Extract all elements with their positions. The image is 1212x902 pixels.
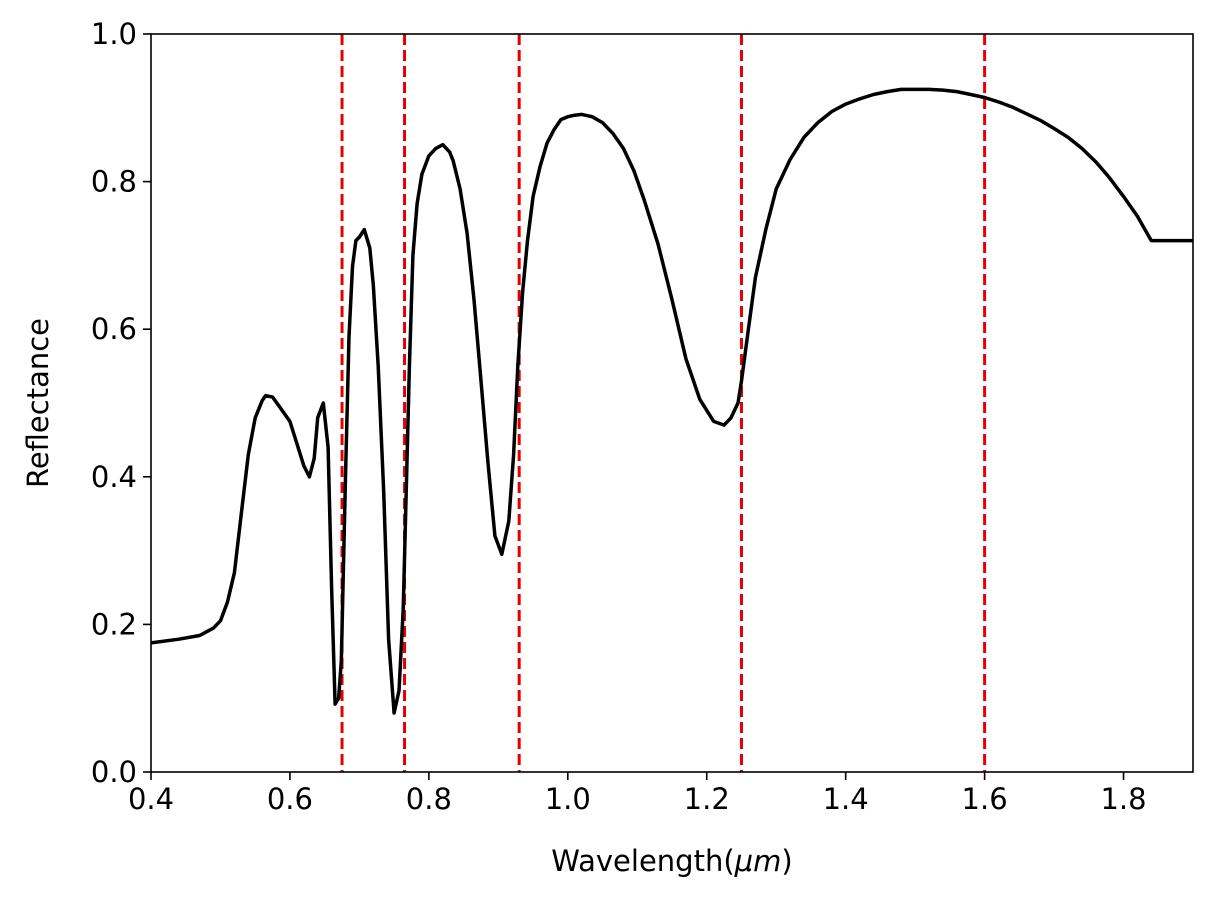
y-axis-label: Reflectance xyxy=(21,318,55,488)
x-tick-label: 1.0 xyxy=(545,782,591,816)
x-tick-label: 1.6 xyxy=(962,782,1008,816)
x-axis-label-unit: μm xyxy=(734,844,782,878)
y-tick-label: 1.0 xyxy=(91,17,137,51)
y-tick-label: 0.0 xyxy=(91,755,137,789)
x-tick-label: 1.4 xyxy=(823,782,869,816)
series-line-0 xyxy=(151,87,1193,715)
y-axis-ticks: 0.0 0.2 0.4 0.6 0.8 1.0 xyxy=(91,17,151,789)
plot-frame xyxy=(150,33,1194,773)
x-axis-ticks: 0.4 0.6 0.8 1.0 1.2 1.4 1.6 1.8 xyxy=(128,772,1147,816)
series-group xyxy=(151,87,1193,715)
x-tick-label: 1.2 xyxy=(684,782,730,816)
x-axis-label-text: Wavelength( xyxy=(551,844,734,878)
y-tick-label: 0.2 xyxy=(91,607,137,641)
y-tick-label: 0.4 xyxy=(91,460,137,494)
x-axis-label: Wavelength(μm) xyxy=(551,844,792,878)
y-tick-label: 0.6 xyxy=(91,312,137,346)
x-tick-label: 1.8 xyxy=(1100,782,1146,816)
x-tick-label: 0.8 xyxy=(406,782,452,816)
plot-background xyxy=(151,34,1193,772)
x-tick-label: 0.6 xyxy=(267,782,313,816)
x-axis-label-close: ) xyxy=(781,844,792,878)
x-tick-label: 0.4 xyxy=(128,782,174,816)
y-tick-label: 0.8 xyxy=(91,165,137,199)
